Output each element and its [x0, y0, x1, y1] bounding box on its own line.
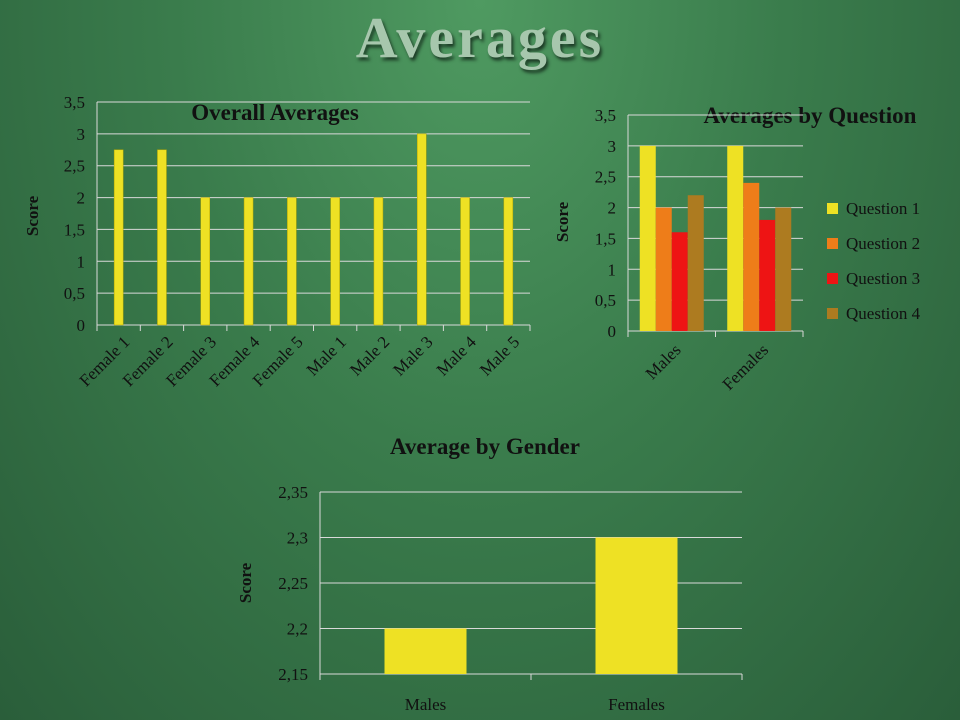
y-tick-label: 0,5 [595, 291, 616, 310]
bar [743, 182, 760, 331]
bar [287, 197, 297, 326]
bar [330, 197, 340, 326]
bar [639, 145, 656, 331]
bar [671, 232, 688, 331]
y-tick-label: 0 [608, 322, 617, 341]
legend-swatch [827, 308, 838, 319]
legend-label: Question 4 [846, 304, 921, 323]
bar [687, 195, 704, 331]
bar [384, 628, 467, 674]
x-tick-label: Females [608, 695, 665, 714]
legend-swatch [827, 203, 838, 214]
y-tick-label: 2,5 [595, 168, 616, 187]
y-tick-label: 2,25 [278, 574, 308, 593]
bar [373, 197, 384, 326]
bar [759, 219, 776, 331]
bar [595, 537, 678, 674]
y-tick-label: 3,5 [64, 93, 85, 112]
y-tick-label: 3 [608, 137, 617, 156]
y-tick-label: 0 [77, 316, 86, 335]
bar [113, 149, 124, 326]
bar [460, 197, 470, 326]
bar [727, 145, 744, 331]
y-tick-label: 2,3 [287, 529, 308, 548]
bar [655, 207, 672, 331]
bar [200, 197, 210, 326]
y-tick-label: 0,5 [64, 284, 85, 303]
y-axis-label: Score [236, 562, 255, 603]
y-tick-label: 2,15 [278, 665, 308, 684]
y-axis-label: Score [553, 201, 572, 242]
y-tick-label: 1 [77, 252, 86, 271]
legend-swatch [827, 273, 838, 284]
y-tick-label: 2,35 [278, 483, 308, 502]
bar [417, 133, 427, 326]
bar [775, 207, 792, 331]
bar [243, 197, 254, 326]
legend-label: Question 2 [846, 234, 920, 253]
y-tick-label: 3,5 [595, 106, 616, 125]
x-tick-label: Males [405, 695, 447, 714]
y-tick-label: 2 [608, 199, 617, 218]
chart-title: Average by Gender [390, 434, 580, 459]
y-tick-label: 1 [608, 260, 617, 279]
y-tick-label: 2 [77, 189, 86, 208]
legend-swatch [827, 238, 838, 249]
y-axis-label: Score [23, 195, 42, 236]
bar [503, 197, 514, 326]
chart-title: Overall Averages [191, 100, 359, 125]
y-tick-label: 2,2 [287, 620, 308, 639]
y-tick-label: 1,5 [595, 229, 616, 248]
slide-title: Averages [355, 5, 605, 70]
bar [157, 149, 167, 326]
legend-label: Question 1 [846, 199, 920, 218]
y-tick-label: 2,5 [64, 157, 85, 176]
y-tick-label: 3 [77, 125, 86, 144]
y-tick-label: 1,5 [64, 220, 85, 239]
legend-label: Question 3 [846, 269, 920, 288]
